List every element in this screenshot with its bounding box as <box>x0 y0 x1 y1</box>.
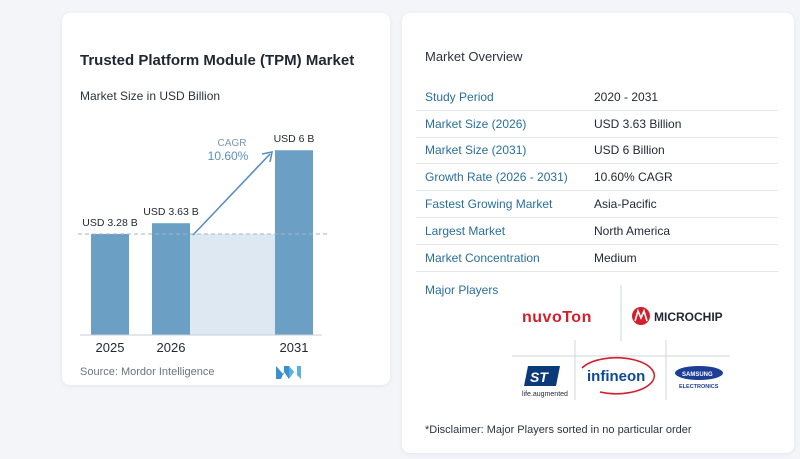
disclaimer: *Disclaimer: Major Players sorted in no … <box>425 424 692 436</box>
data-label: USD 6 B <box>274 133 315 145</box>
chart-subtitle: Market Size in USD Billion <box>80 89 221 103</box>
chart-title: Trusted Platform Module (TPM) Market <box>80 52 355 69</box>
svg-text:life.augmented: life.augmented <box>522 391 568 398</box>
overview-row-value: Asia-Pacific <box>594 197 657 212</box>
svg-text:infineon: infineon <box>587 368 645 385</box>
microchip-logo: MICROCHIP <box>632 307 723 325</box>
overview-row-value: USD 3.63 Billion <box>594 116 682 131</box>
source-note: Source: Mordor Intelligence <box>80 366 215 378</box>
svg-text:ELECTRONICS: ELECTRONICS <box>679 384 719 390</box>
svg-text:ST: ST <box>530 369 549 385</box>
overview-row-value: USD 6 Billion <box>594 143 665 158</box>
samsung-logo: SAMSUNG ELECTRONICS <box>675 366 723 390</box>
overview-row: Growth Rate (2026 - 2031) 10.60% CAGR <box>416 164 778 192</box>
overview-row-label: Study Period <box>425 89 494 104</box>
category-label: 2026 <box>157 340 186 355</box>
bar <box>275 150 313 335</box>
svg-text:nuvoTon: nuvoTon <box>522 309 592 326</box>
svg-text:MICROCHIP: MICROCHIP <box>654 310 723 324</box>
overview-row-value: Medium <box>594 250 637 265</box>
overview-title: Market Overview <box>425 49 523 64</box>
overview-row-label: Market Size (2026) <box>425 116 527 131</box>
bar <box>91 233 129 335</box>
overview-row: Market Concentration Medium <box>416 245 778 272</box>
cagr-label: CAGR <box>218 138 247 149</box>
category-label: 2025 <box>96 340 125 355</box>
overview-row: Market Size (2026) USD 3.63 Billion <box>416 111 778 138</box>
players-title: Major Players <box>425 283 499 297</box>
data-label: USD 3.28 B <box>82 217 137 229</box>
overview-row-label: Largest Market <box>425 223 506 238</box>
overview-row-label: Market Concentration <box>425 250 540 265</box>
bar <box>152 223 190 335</box>
cagr-arrow <box>192 153 271 236</box>
st-logo: ST life.augmented <box>522 366 568 398</box>
overview-row-label: Fastest Growing Market <box>425 197 553 212</box>
overview-row-value: 10.60% CAGR <box>594 170 673 185</box>
overview-row: Market Size (2031) USD 6 Billion <box>416 138 778 165</box>
overview-table: Study Period 2020 - 2031 Market Size (2026… <box>416 84 778 272</box>
overview-row-value: North America <box>594 223 671 238</box>
cagr-value: 10.60% <box>208 149 249 163</box>
overview-row: Fastest Growing Market Asia-Pacific <box>416 191 778 218</box>
category-label: 2031 <box>280 340 309 355</box>
overview-row: Study Period 2020 - 2031 <box>416 84 778 111</box>
infineon-logo: infineon <box>581 356 656 395</box>
data-label: USD 3.63 B <box>143 206 198 218</box>
overview-row-label: Market Size (2031) <box>425 143 527 158</box>
nuvoton-logo: nuvoTon <box>522 309 592 326</box>
svg-text:SAMSUNG: SAMSUNG <box>682 372 713 378</box>
mordor-logo-icon <box>276 366 301 379</box>
growth-band <box>190 233 275 335</box>
bar-chart: 2025 2026 2031 USD 3.28 B USD 3.63 B USD 6 B C… <box>78 133 328 355</box>
overview-row: Largest Market North America <box>416 218 778 245</box>
overview-row-value: 2020 - 2031 <box>594 89 659 104</box>
overview-row-label: Growth Rate (2026 - 2031) <box>425 170 568 185</box>
cagr-arrow-head <box>261 150 274 163</box>
overview-card <box>402 13 794 453</box>
